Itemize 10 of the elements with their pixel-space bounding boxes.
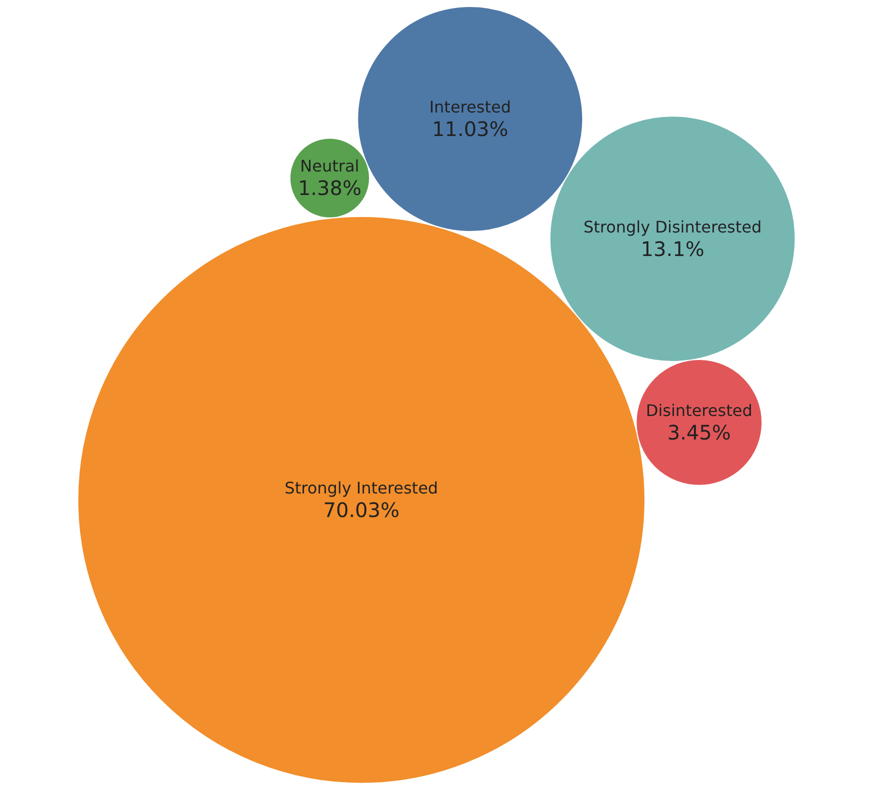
category-label: Neutral [300,156,360,176]
category-label: Strongly Disinterested [583,217,762,236]
data-label: 11.03% [432,117,508,142]
data-label: 1.38% [298,176,362,200]
category-label: Strongly Interested [284,478,438,498]
data-label: 13.1% [640,236,704,261]
data-label: 70.03% [323,498,400,522]
category-label: Interested [429,98,511,117]
data-label: 3.45% [667,420,731,444]
category-label: Disinterested [646,400,752,420]
